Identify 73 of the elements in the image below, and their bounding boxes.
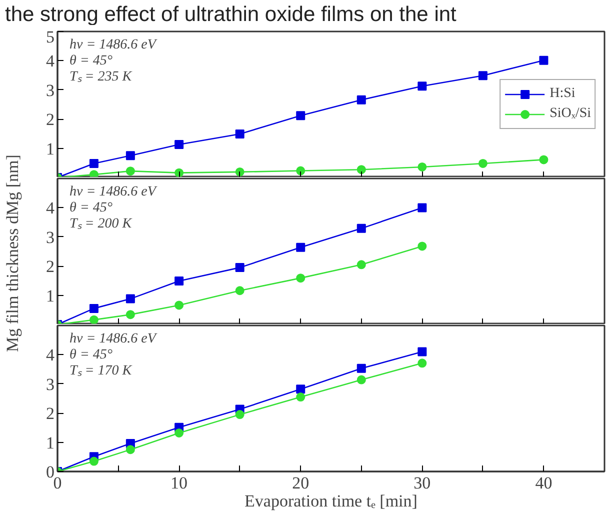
point [126,445,135,454]
legend-label: H:Si [550,86,576,102]
y-tick-label: 4 [46,52,55,71]
point [126,166,135,176]
point [89,304,98,313]
point [539,155,548,164]
point [418,358,427,368]
y-axis-title: Mg film thickness dMg [nm] [3,154,22,352]
annotation: θ = 45° [70,348,113,362]
point [174,140,184,150]
point [418,203,427,212]
point [235,410,244,420]
point [296,111,306,120]
point [478,71,488,80]
point [235,167,244,176]
point [418,162,427,172]
point [126,151,135,160]
point [296,384,306,394]
point [89,158,98,168]
y-tick-label: 4 [46,198,55,218]
x-tick-label: 40 [535,474,552,492]
y-tick-label: 2 [46,110,54,130]
x-tick-label: 30 [414,474,431,492]
point [235,263,244,272]
point [418,347,427,356]
point [418,82,427,91]
annotation: hν = 1486.6 eV [70,184,158,200]
point [356,224,366,233]
annotation: hν = 1486.6 eV [70,332,158,346]
point [126,310,135,320]
chart-title: the strong effect of ultrathin oxide films on the int [5,4,456,26]
point [296,242,306,252]
annotation: θ = 45° [70,54,113,68]
point [356,165,366,174]
annotation: Tₛ = 170 K [70,364,132,378]
annotation: Tₛ = 235 K [70,70,132,84]
y-tick-label: 3 [46,228,54,247]
y-tick-label: 4 [46,346,55,365]
y-tick-label: 1 [46,139,54,158]
x-axis-title: Evaporation time tₑ [min] [244,492,418,510]
y-tick-label: 3 [46,374,54,394]
point [126,294,135,304]
point [418,242,427,251]
point [296,392,306,402]
point [235,286,244,296]
point [174,428,184,438]
annotation: Tₛ = 200 K [70,216,132,232]
y-tick-label: 2 [46,257,54,276]
x-tick-label: 10 [170,474,188,492]
point [356,260,366,270]
point [89,170,98,177]
point [356,375,366,384]
point [539,56,548,65]
annotation: θ = 45° [70,200,113,216]
point [296,166,306,176]
point [296,274,306,283]
point [89,456,98,466]
annotation: hν = 1486.6 eV [70,38,158,52]
y-tick-label: 5 [46,28,54,46]
point [356,95,366,104]
x-tick-label: 20 [292,474,310,492]
point [174,276,184,286]
y-tick-label: 3 [46,80,54,100]
y-tick-label: 2 [46,404,54,424]
point [174,168,184,177]
point [356,364,366,373]
legend-label: SiOₓ/Si [550,106,591,122]
point [478,158,488,168]
point [89,315,98,324]
point [235,129,244,138]
y-tick-label: 1 [46,433,54,452]
point [174,300,184,310]
y-tick-label: 1 [46,286,54,306]
